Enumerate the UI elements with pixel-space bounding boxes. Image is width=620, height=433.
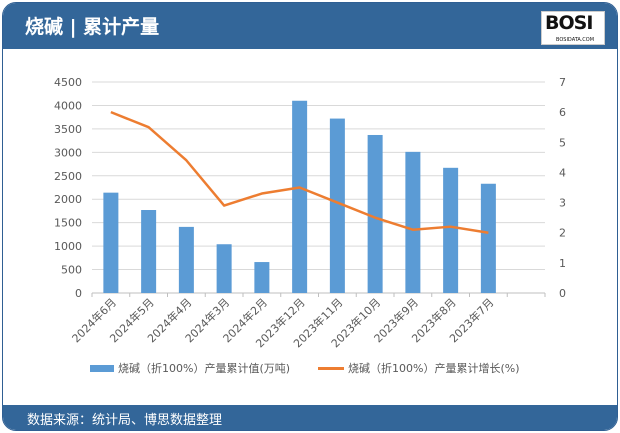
y-left-tick-label: 500 bbox=[61, 264, 82, 277]
legend-bar-swatch bbox=[90, 364, 114, 372]
bar bbox=[216, 244, 232, 293]
y-right-tick-label: 3 bbox=[559, 197, 566, 210]
y-right-tick-label: 4 bbox=[559, 166, 566, 179]
bar bbox=[141, 210, 157, 293]
y-right-tick-label: 1 bbox=[559, 257, 566, 270]
y-right-tick-label: 0 bbox=[559, 287, 566, 300]
y-right-tick-label: 2 bbox=[559, 227, 566, 240]
y-left-tick-label: 2500 bbox=[54, 170, 82, 183]
y-right-tick-label: 7 bbox=[559, 76, 566, 89]
bar bbox=[443, 167, 459, 293]
bar bbox=[367, 134, 383, 293]
bar bbox=[405, 151, 421, 293]
y-left-tick-label: 1500 bbox=[54, 217, 82, 230]
bosi-logo: BOSI BOSIDATA.COM bbox=[541, 11, 605, 45]
bar bbox=[178, 226, 194, 293]
header-bar: 烧碱 | 累计产量 BOSI BOSIDATA.COM bbox=[3, 3, 617, 49]
page-title: 烧碱 | 累计产量 bbox=[25, 16, 160, 38]
bar bbox=[480, 183, 496, 293]
y-right-tick-label: 5 bbox=[559, 136, 566, 149]
footer-bar: 数据来源：统计局、博思数据整理 bbox=[3, 405, 617, 430]
legend-line-swatch bbox=[318, 366, 344, 370]
legend-line-label: 烧碱（折100%）产量累计增长(%) bbox=[348, 362, 520, 375]
legend-item-line: 烧碱（折100%）产量累计增长(%) bbox=[318, 360, 519, 376]
y-left-tick-label: 4500 bbox=[54, 76, 82, 89]
y-left-tick-label: 3500 bbox=[54, 123, 82, 136]
bar bbox=[254, 262, 270, 293]
data-source: 数据来源：统计局、博思数据整理 bbox=[27, 413, 223, 428]
legend-bar-label: 烧碱（折100%）产量累计值(万吨) bbox=[118, 362, 291, 375]
y-left-tick-label: 4000 bbox=[54, 99, 82, 112]
legend-item-bar: 烧碱（折100%）产量累计值(万吨) bbox=[90, 360, 290, 376]
bar bbox=[292, 100, 308, 293]
bar bbox=[329, 118, 345, 293]
bar bbox=[103, 192, 119, 293]
y-right-tick-label: 6 bbox=[559, 106, 566, 119]
y-left-tick-label: 2000 bbox=[54, 193, 82, 206]
y-left-tick-label: 1000 bbox=[54, 240, 82, 253]
y-left-tick-label: 0 bbox=[75, 287, 82, 300]
y-left-tick-label: 3000 bbox=[54, 146, 82, 159]
